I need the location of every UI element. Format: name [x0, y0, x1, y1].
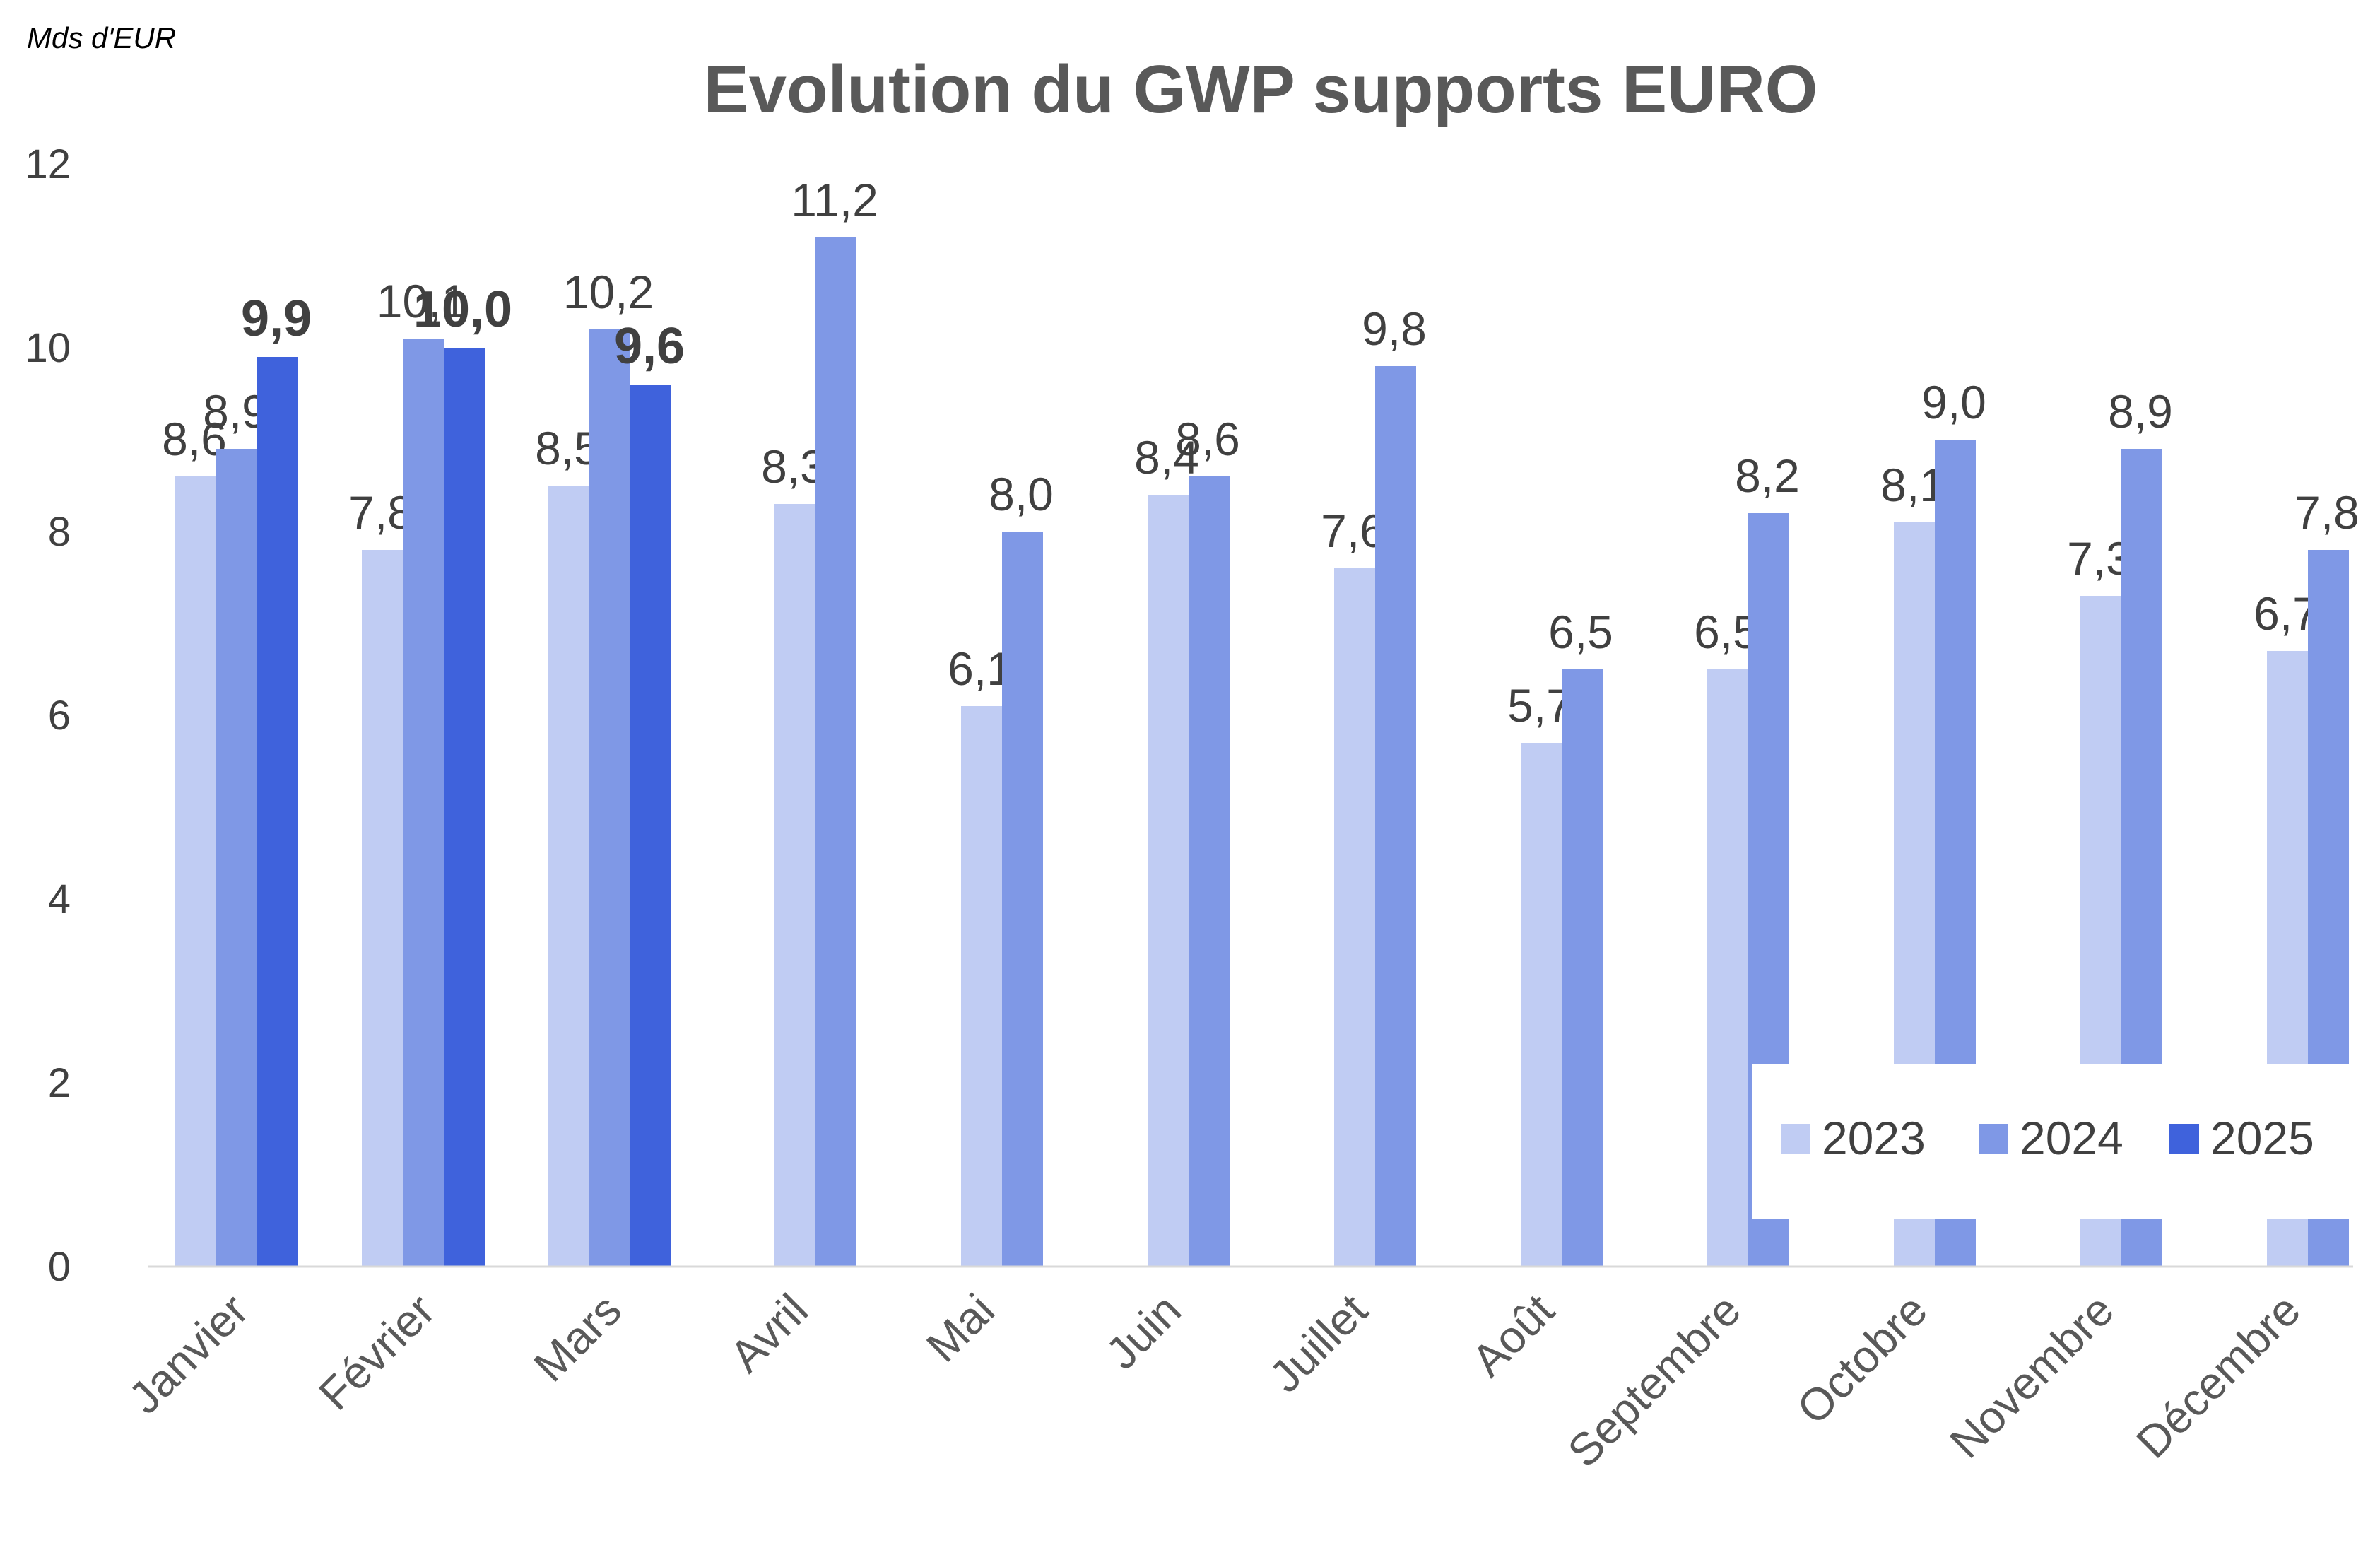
x-tick-label: Mars [524, 1284, 630, 1391]
bar-2025-janvier [257, 357, 298, 1267]
legend-swatch-2023 [1781, 1124, 1810, 1154]
bar-2024-juillet [1375, 366, 1416, 1267]
data-label-2023: 8,6 [162, 413, 227, 465]
x-tick-label: Janvier [119, 1284, 258, 1424]
data-label-2025: 9,6 [614, 318, 685, 375]
y-tick-label: 2 [48, 1060, 71, 1106]
data-label-2025: 9,9 [241, 291, 312, 347]
x-tick-label: Août [1462, 1284, 1564, 1386]
x-tick-label: Septembre [1558, 1284, 1750, 1477]
bar-2024-février [403, 339, 444, 1267]
y-tick-label: 0 [48, 1244, 71, 1290]
legend-swatch-2025 [2169, 1124, 2199, 1154]
legend-label-2025: 2025 [2210, 1112, 2314, 1164]
data-label-2024: 7,8 [2294, 486, 2360, 539]
bar-2024-mai [1002, 532, 1043, 1267]
data-label-2023: 8,3 [761, 440, 826, 493]
data-label-2024: 11,2 [791, 174, 878, 226]
bar-2025-février [444, 348, 485, 1267]
x-tick-label: Octobre [1787, 1284, 1937, 1434]
legend-background [1752, 1064, 2360, 1219]
y-tick-label: 10 [25, 325, 71, 371]
data-label-2024: 8,0 [989, 468, 1054, 520]
x-tick-label: Juin [1096, 1284, 1191, 1379]
y-tick-label: 6 [48, 693, 71, 739]
bar-2024-juin [1189, 476, 1230, 1267]
data-label-2024: 10,2 [563, 266, 654, 318]
unit-label: Mds d'EUR [27, 21, 177, 54]
data-label-2024: 8,2 [1735, 450, 1800, 502]
data-label-2023: 7,3 [2067, 532, 2132, 585]
bar-2023-mars [548, 486, 589, 1267]
bar-2023-février [362, 550, 403, 1267]
y-tick-label: 12 [25, 141, 71, 187]
data-label-2024: 6,5 [1548, 606, 1613, 658]
data-label-2023: 5,7 [1507, 679, 1572, 732]
data-label-2023: 6,7 [2254, 587, 2319, 640]
bar-2024-janvier [216, 449, 257, 1267]
chart-title: Evolution du GWP supports EURO [703, 52, 1818, 127]
bar-2023-janvier [175, 476, 216, 1267]
bar-2024-mars [589, 329, 630, 1267]
data-label-2023: 8,4 [1134, 431, 1199, 483]
bar-2023-juillet [1334, 568, 1375, 1267]
data-label-2024: 10,1 [377, 275, 467, 327]
data-label-2023: 6,5 [1694, 606, 1759, 658]
x-tick-label: Mai [917, 1284, 1004, 1372]
legend-label-2023: 2023 [1822, 1112, 1926, 1164]
data-label-2024: 8,9 [2108, 385, 2173, 438]
data-label-2023: 8,1 [1880, 459, 1945, 511]
bar-2023-avril [774, 504, 815, 1267]
data-label-2024: 8,9 [203, 385, 268, 438]
data-label-2023: 8,5 [535, 422, 600, 474]
data-label-2025: 10,0 [413, 281, 512, 338]
bar-2023-juin [1148, 495, 1189, 1267]
x-tick-label: Février [309, 1284, 444, 1420]
y-tick-label: 4 [48, 876, 71, 922]
bar-2023-août [1521, 743, 1562, 1267]
data-label-2023: 6,1 [948, 642, 1013, 695]
bar-2024-avril [815, 237, 856, 1267]
x-tick-label: Avril [720, 1284, 818, 1382]
data-label-2023: 7,8 [348, 486, 413, 539]
bar-2023-mai [961, 706, 1002, 1267]
legend-label-2024: 2024 [2020, 1112, 2123, 1164]
data-label-2024: 9,8 [1362, 303, 1427, 355]
bar-2024-août [1562, 669, 1603, 1267]
data-label-2024: 9,0 [1921, 376, 1986, 428]
x-tick-label: Juillet [1259, 1284, 1377, 1402]
x-tick-label: Décembre [2126, 1284, 2310, 1468]
data-label-2023: 7,6 [1321, 505, 1386, 557]
bar-2023-septembre [1707, 669, 1748, 1267]
x-tick-label: Novembre [1940, 1284, 2123, 1468]
y-tick-label: 8 [48, 509, 71, 555]
legend-swatch-2024 [1979, 1124, 2008, 1154]
data-label-2024: 8,6 [1175, 413, 1240, 465]
bar-2025-mars [630, 385, 671, 1267]
